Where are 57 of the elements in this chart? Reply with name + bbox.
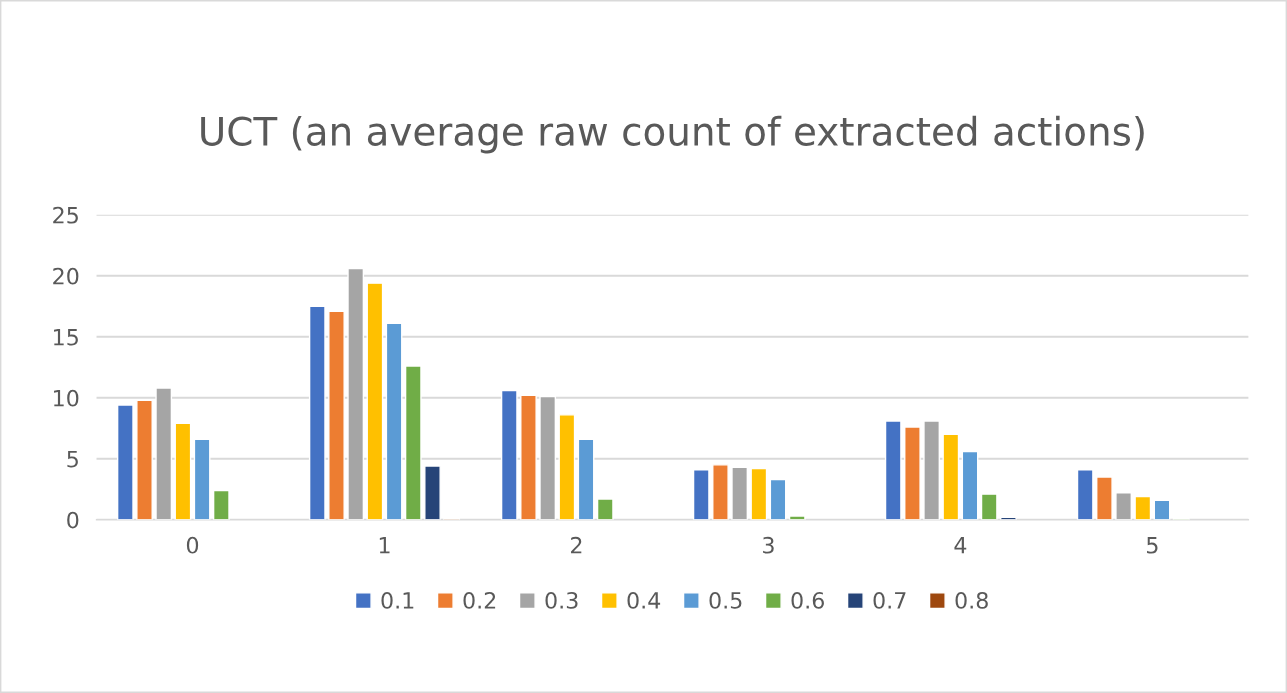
bar: [942, 433, 960, 520]
x-tick-label: 5: [1147, 537, 1158, 554]
legend-label: 0.2: [463, 591, 496, 609]
bar: [884, 420, 902, 520]
legend-label: 0.6: [791, 591, 824, 609]
bar: [174, 422, 192, 520]
x-tick-label: 4: [954, 537, 967, 554]
legend-label: 0.1: [381, 591, 414, 609]
bar: [424, 465, 441, 520]
legend-label: 0.3: [545, 591, 578, 609]
y-tick-label: 20: [53, 267, 79, 285]
bar: [731, 466, 749, 520]
bar: [1115, 492, 1132, 520]
legend-label: 0.8: [955, 591, 988, 609]
x-tick-label: 2: [571, 536, 582, 554]
x-tick-label: 1: [379, 537, 390, 554]
bar: [788, 515, 806, 520]
bar: [750, 467, 768, 520]
bar: [539, 395, 557, 520]
bar: [923, 420, 941, 520]
bar: [308, 305, 326, 520]
x-tick-label: 3: [763, 536, 774, 554]
chart-title: UCT (an average raw count of extracted actions): [201, 115, 1144, 154]
y-tick-label: 10: [54, 389, 79, 407]
bar: [212, 489, 230, 520]
bar: [1134, 495, 1152, 520]
bar: [404, 365, 422, 520]
bar: [116, 404, 134, 520]
bar: [558, 414, 576, 520]
legend-label: 0.7: [873, 591, 906, 609]
bar: [904, 426, 921, 520]
y-tick-label: 0: [67, 511, 79, 529]
bar: [1096, 476, 1113, 520]
bar: [347, 267, 365, 520]
bar: [577, 438, 595, 520]
bar: [1076, 469, 1094, 520]
bar: [961, 450, 979, 520]
bar: [712, 464, 729, 520]
bar: [193, 438, 211, 520]
y-tick-label: 25: [53, 206, 78, 224]
bar: [520, 394, 537, 520]
bar: [136, 399, 153, 520]
bar: [1153, 499, 1171, 520]
legend-label: 0.4: [627, 591, 661, 609]
bar: [692, 469, 710, 520]
bar: [328, 310, 345, 520]
y-tick-label: 5: [67, 451, 78, 468]
bar: [385, 322, 403, 520]
y-tick-label: 15: [54, 329, 78, 346]
bar: [980, 493, 998, 520]
bar: [366, 282, 384, 520]
bar: [500, 389, 518, 520]
bar: [769, 478, 787, 520]
bar: [596, 498, 614, 520]
legend-label: 0.5: [709, 591, 742, 609]
x-tick-label: 0: [186, 536, 199, 554]
bar: [155, 387, 173, 520]
